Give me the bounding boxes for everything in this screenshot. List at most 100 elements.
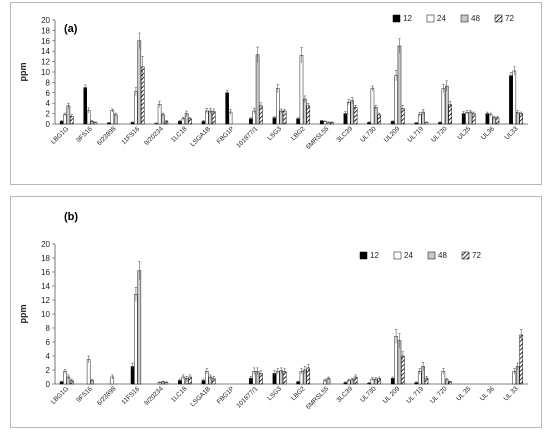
x-tick-label: UL36 [480, 125, 496, 141]
x-tick-label: 1LC18 [170, 385, 189, 404]
x-tick-label: 3LC39 [336, 125, 355, 144]
bar-24 [512, 70, 517, 125]
x-tick-label: 6MRSL55 [305, 125, 331, 151]
y-tick-label: 6 [46, 338, 51, 347]
bar-24 [276, 88, 280, 125]
bar-24 [299, 55, 304, 125]
x-tick-label: UL730 [359, 125, 378, 144]
bar-24 [394, 336, 398, 385]
legend-label-12: 12 [370, 251, 379, 260]
legend-swatch-72 [461, 251, 470, 260]
x-tick-label: FBG1P [216, 125, 236, 145]
x-tick-label: UL33 [504, 125, 520, 141]
legend-label-12: 12 [403, 14, 412, 23]
x-tick-label: 9FS16 [75, 385, 94, 404]
x-tick-label: LSGA1B [189, 125, 212, 148]
y-tick-label: 4 [46, 99, 51, 108]
y-tick-label: 18 [41, 254, 50, 263]
x-tick-label: 101877/1 [235, 385, 259, 409]
bar-48 [468, 111, 473, 125]
x-tick-label: 6MRSL55 [305, 385, 331, 411]
y-tick-label: 6 [46, 89, 51, 98]
x-tick-label: LBG2 [290, 385, 307, 402]
x-tick-label: LSG3 [266, 125, 283, 142]
x-tick-label: UL209 [383, 125, 402, 144]
legend: 12 24 48 72 [392, 14, 514, 23]
x-tick-label: LSG3 [266, 385, 283, 402]
x-tick-label: LSGA1B [189, 385, 212, 408]
x-tick-label: LBG1G [50, 385, 70, 405]
y-tick-label: 16 [41, 268, 50, 277]
x-tick-label: 11FS16 [120, 385, 141, 406]
legend-label-24: 24 [404, 251, 413, 260]
panel-title: (b) [64, 211, 78, 223]
legend-swatch-24 [426, 14, 435, 23]
bar-24 [394, 75, 398, 125]
bar-72 [282, 110, 287, 125]
bar-24 [86, 359, 91, 385]
legend-swatch-48 [460, 14, 469, 23]
y-tick-label: 2 [46, 366, 51, 375]
y-tick-label: 14 [41, 282, 50, 291]
bar-48 [255, 54, 260, 125]
bar-24 [134, 294, 138, 385]
y-tick-label: 12 [41, 296, 50, 305]
bar-24 [441, 88, 446, 125]
legend-label-72: 72 [505, 14, 514, 23]
legend-swatch-24 [393, 251, 402, 260]
x-tick-label: UL719 [406, 125, 425, 144]
x-tick-label: UL 36 [479, 385, 496, 402]
y-tick-label: 2 [46, 110, 51, 119]
y-axis-label: ppm [18, 63, 28, 82]
bar-48 [303, 98, 307, 125]
x-tick-label: UL35 [456, 125, 472, 141]
x-tick-label: UL 33 [503, 385, 520, 402]
y-tick-label: 20 [41, 16, 50, 25]
legend-swatch-12 [359, 251, 368, 260]
x-tick-label: 3LC39 [336, 385, 355, 404]
y-tick-label: 4 [46, 352, 51, 361]
x-tick-label: FBG1P [216, 385, 236, 405]
bar-72 [306, 105, 311, 125]
x-tick-label: UL 209 [382, 385, 402, 405]
bar-48 [350, 100, 354, 125]
x-tick-label: UL730 [359, 385, 378, 404]
y-tick-label: 12 [41, 58, 50, 67]
legend-label-48: 48 [471, 14, 480, 23]
legend-label-72: 72 [472, 251, 481, 260]
legend-label-24: 24 [437, 14, 446, 23]
bar-48 [397, 45, 402, 125]
x-tick-label: UL 35 [455, 385, 472, 402]
x-tick-label: 9FS16 [75, 125, 94, 144]
x-tick-label: LBG2 [290, 125, 307, 142]
bar-24 [370, 88, 375, 125]
bar-12 [225, 92, 229, 125]
y-tick-label: 8 [46, 78, 51, 87]
legend-swatch-48 [427, 251, 436, 260]
y-tick-label: 14 [41, 47, 50, 56]
legend: 12 24 48 72 [359, 251, 481, 260]
bar-24 [110, 110, 115, 125]
panel-title: (a) [64, 23, 78, 35]
bar-12 [509, 75, 513, 125]
x-tick-label: 9/20234 [143, 385, 165, 407]
x-tick-label: UL 720 [429, 385, 449, 405]
y-tick-label: 18 [41, 26, 50, 35]
y-tick-label: 0 [46, 380, 51, 389]
bar-24 [134, 91, 138, 125]
y-tick-label: 0 [46, 120, 51, 129]
y-axis-label: ppm [18, 305, 28, 324]
x-tick-label: 101877/1 [235, 125, 259, 149]
bar-48 [374, 107, 378, 125]
y-tick-label: 8 [46, 324, 51, 333]
bar-48 [137, 40, 142, 125]
bar-72 [353, 107, 358, 125]
bar-24 [347, 101, 351, 125]
panel-a-frame [10, 2, 542, 185]
x-tick-label: 9/20234 [143, 125, 165, 147]
legend-label-48: 48 [438, 251, 447, 260]
